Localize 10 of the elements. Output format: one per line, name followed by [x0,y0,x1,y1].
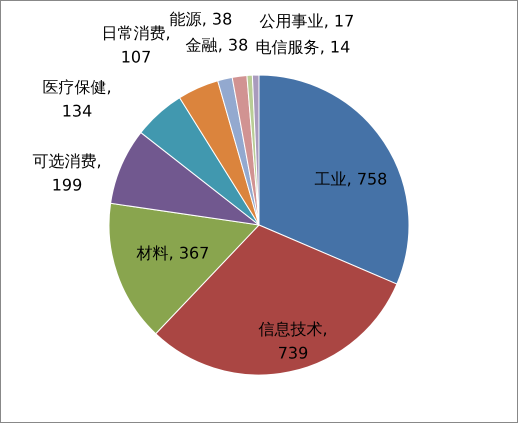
slice-label: 可选消费, 199 [32,152,102,194]
slice-label: 工业, 758 [314,170,388,188]
slice-label: 电信服务, 14 [256,38,350,56]
slice-label: 日常消费, 107 [101,24,171,66]
slice-label: 材料, 367 [136,244,210,262]
slice-label: 公用事业, 17 [260,12,354,30]
slice-label: 能源, 38 [170,10,232,28]
slice-label: 医疗保健, 134 [42,78,112,120]
slice-label: 信息技术, 739 [258,320,328,362]
slice-label: 金融, 38 [186,36,248,54]
